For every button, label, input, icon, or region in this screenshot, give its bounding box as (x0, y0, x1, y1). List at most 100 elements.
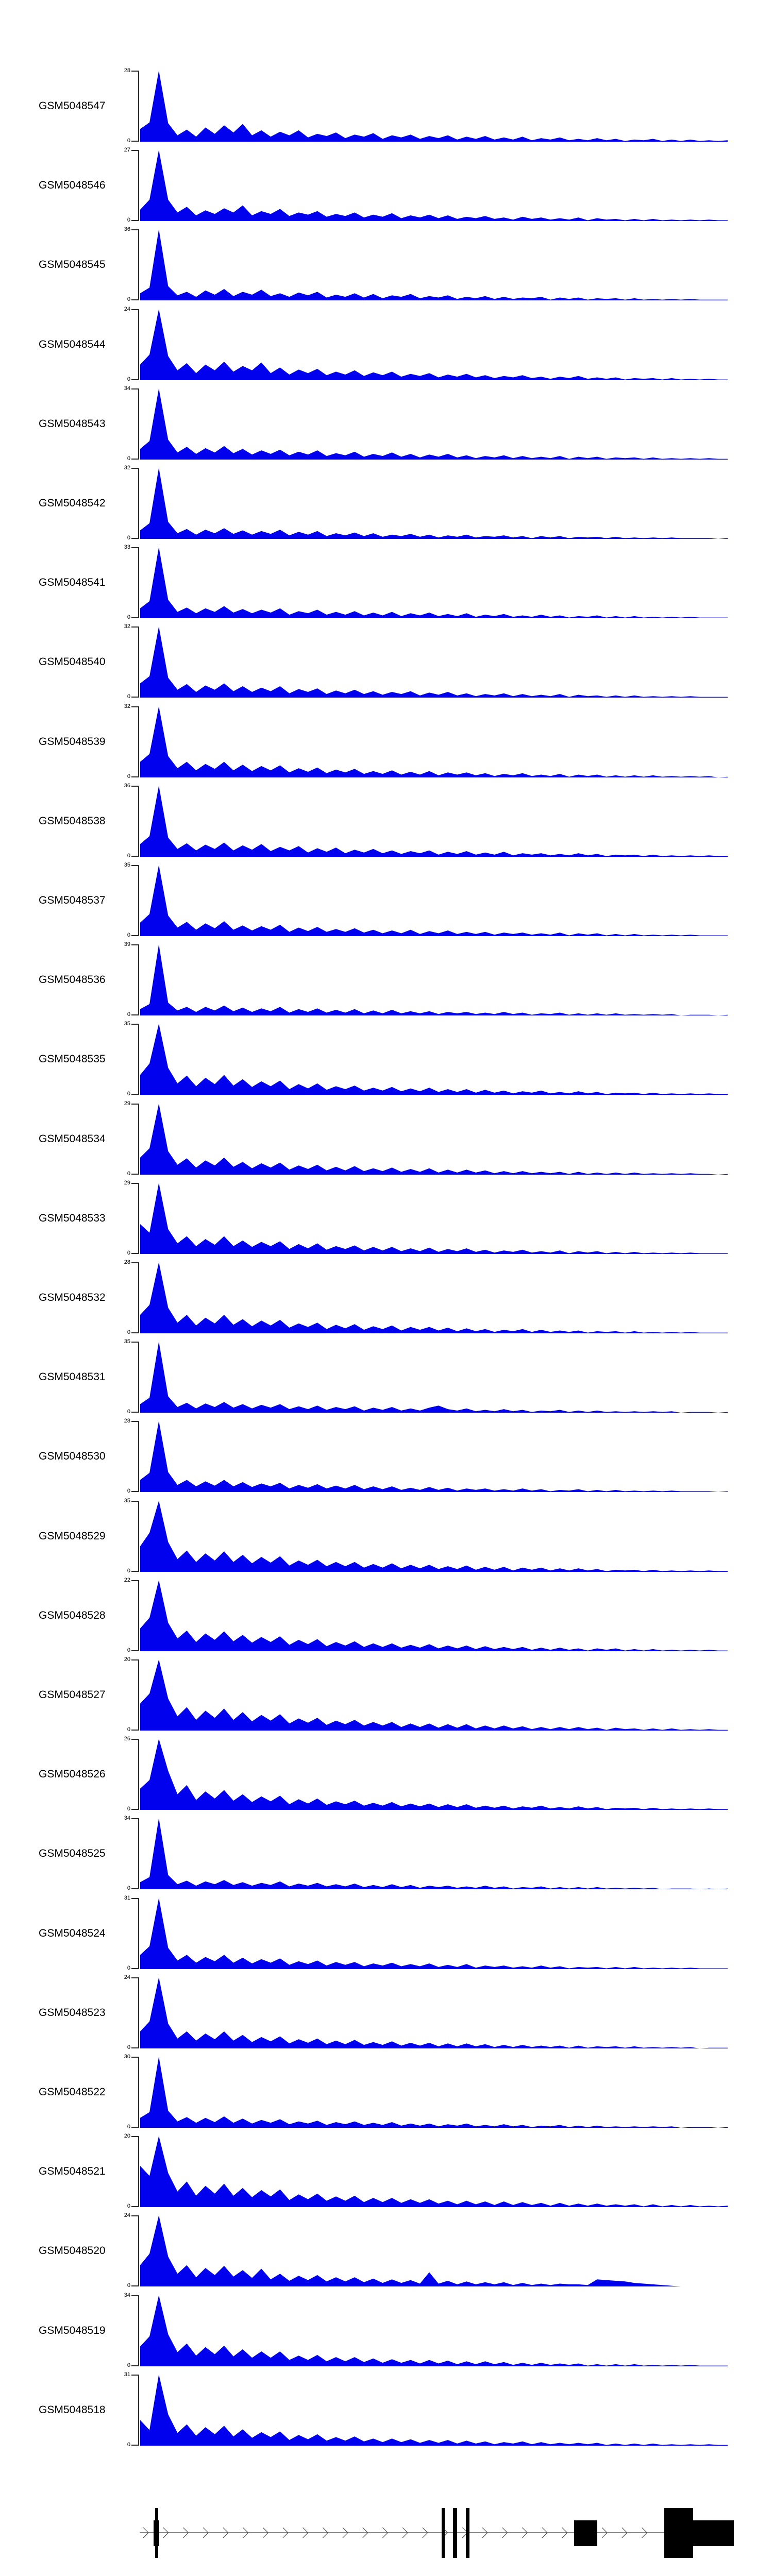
y-max-label: 20 (124, 2133, 130, 2139)
y-axis-top-tick (131, 1501, 138, 1502)
signal-area (140, 944, 728, 1015)
signal-area (140, 1104, 728, 1175)
y-zero-label: 0 (127, 773, 130, 779)
track-y-axis-line (138, 1739, 139, 1810)
y-axis-bottom-tick (131, 538, 138, 539)
track-y-axis-line (138, 309, 139, 380)
y-axis-bottom-tick (131, 935, 138, 936)
track-label: GSM5048518 (39, 2404, 106, 2416)
track-y-axis-line (138, 626, 139, 698)
y-max-label: 36 (124, 783, 130, 789)
y-axis-bottom-tick (131, 1174, 138, 1175)
strand-arrow-icon (542, 2527, 548, 2538)
y-axis-bottom-tick (131, 220, 138, 221)
y-max-label: 31 (124, 1895, 130, 1901)
strand-arrow-icon (342, 2527, 348, 2538)
strand-arrow-icon (203, 2527, 209, 2538)
track-label: GSM5048523 (39, 2007, 106, 2019)
y-max-label: 24 (124, 1974, 130, 1980)
y-max-label: 27 (124, 147, 130, 153)
track-y-axis-line (138, 1501, 139, 1572)
y-max-label: 34 (124, 2292, 130, 2298)
y-axis-bottom-tick (131, 1014, 138, 1015)
y-axis-top-tick (131, 1262, 138, 1263)
track-y-axis-line (138, 1580, 139, 1651)
y-max-label: 24 (124, 2212, 130, 2218)
y-axis-bottom-tick (131, 1412, 138, 1413)
signal-area (140, 468, 728, 539)
track-y-axis-line (138, 1342, 139, 1413)
track-label: GSM5048546 (39, 179, 106, 191)
track-label: GSM5048533 (39, 1212, 106, 1224)
track-y-axis-line (138, 706, 139, 777)
track-y-axis-line (138, 1183, 139, 1254)
y-axis-bottom-tick (131, 617, 138, 618)
signal-area (140, 2375, 728, 2446)
y-max-label: 39 (124, 941, 130, 947)
track-y-axis-line (138, 865, 139, 936)
signal-area (140, 1501, 728, 1572)
y-max-label: 31 (124, 2371, 130, 2378)
y-axis-bottom-tick (131, 2445, 138, 2446)
y-zero-label: 0 (127, 1965, 130, 1971)
y-axis-bottom-tick (131, 1571, 138, 1572)
track-y-axis-line (138, 1262, 139, 1333)
signal-area (140, 1342, 728, 1413)
signal-area (140, 1818, 728, 1889)
signal-area (140, 1739, 728, 1810)
y-max-label: 36 (124, 226, 130, 232)
y-zero-label: 0 (127, 1091, 130, 1097)
track-y-axis-line (138, 1104, 139, 1175)
signal-area (140, 2215, 728, 2286)
track-label: GSM5048535 (39, 1053, 106, 1065)
strand-arrow-icon (322, 2527, 329, 2538)
y-axis-bottom-tick (131, 2285, 138, 2286)
signal-area (140, 388, 728, 460)
y-zero-label: 0 (127, 1806, 130, 1812)
y-zero-label: 0 (127, 2442, 130, 2448)
y-axis-top-tick (131, 786, 138, 787)
y-max-label: 32 (124, 465, 130, 471)
track-y-axis-line (138, 229, 139, 300)
signal-area (140, 786, 728, 857)
y-max-label: 29 (124, 1180, 130, 1186)
strand-arrow-icon (562, 2527, 568, 2538)
signal-area (140, 1898, 728, 1969)
strand-arrow-icon (163, 2527, 169, 2538)
y-axis-bottom-tick (131, 2206, 138, 2207)
y-axis-bottom-tick (131, 697, 138, 698)
signal-area (140, 71, 728, 142)
y-zero-label: 0 (127, 217, 130, 223)
gene-exon (664, 2508, 693, 2558)
strand-arrow-icon (262, 2527, 269, 2538)
y-max-label: 35 (124, 862, 130, 868)
strand-arrow-icon (362, 2527, 368, 2538)
y-axis-bottom-tick (131, 299, 138, 300)
y-max-label: 26 (124, 1736, 130, 1742)
track-label: GSM5048542 (39, 497, 106, 509)
y-max-label: 22 (124, 1577, 130, 1583)
signal-area (140, 1262, 728, 1333)
y-axis-top-tick (131, 1183, 138, 1184)
y-zero-label: 0 (127, 1568, 130, 1574)
track-label: GSM5048534 (39, 1133, 106, 1145)
track-label: GSM5048524 (39, 1927, 106, 1939)
y-zero-label: 0 (127, 138, 130, 144)
strand-arrow-icon (303, 2527, 309, 2538)
y-max-label: 28 (124, 1259, 130, 1265)
strand-arrow-icon (402, 2527, 408, 2538)
y-zero-label: 0 (127, 296, 130, 302)
signal-area (140, 1421, 728, 1492)
y-axis-top-tick (131, 468, 138, 469)
y-max-label: 32 (124, 623, 130, 630)
y-axis-bottom-tick (131, 1809, 138, 1810)
y-zero-label: 0 (127, 932, 130, 938)
strand-arrow-icon (522, 2527, 528, 2538)
y-axis-top-tick (131, 547, 138, 548)
track-y-axis-line (138, 2057, 139, 2128)
y-axis-top-tick (131, 1580, 138, 1581)
signal-area (140, 2136, 728, 2207)
y-axis-top-tick (131, 1977, 138, 1978)
gene-exon (155, 2508, 158, 2558)
